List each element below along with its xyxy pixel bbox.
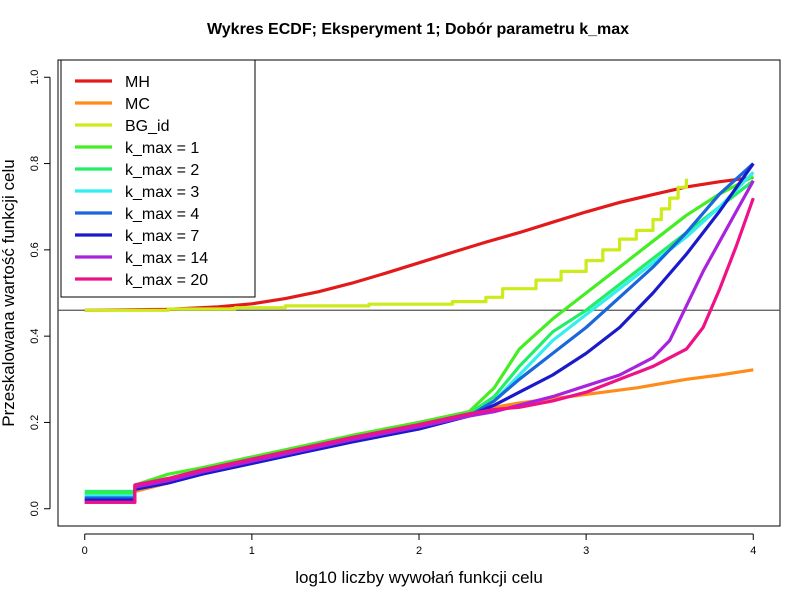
x-axis-title: log10 liczby wywołań funkcji celu bbox=[295, 568, 543, 587]
y-axis: 0.0 0.2 0.4 0.6 0.8 1.0 bbox=[29, 70, 51, 516]
x-tick-label-2: 2 bbox=[416, 545, 422, 557]
plot-frame bbox=[57, 59, 781, 527]
legend-label-8: k_max = 14 bbox=[125, 250, 208, 267]
x-axis: 0 1 2 3 4 bbox=[82, 533, 756, 557]
series-line-1 bbox=[84, 368, 754, 502]
series-line-9 bbox=[84, 197, 755, 504]
x-tick-label-4: 4 bbox=[750, 545, 756, 557]
legend: MH MC BG_id k_max = 1 k_max = 2 k_max = 3 k_ma… bbox=[60, 59, 256, 298]
y-tick-label-0: 0.0 bbox=[29, 501, 41, 516]
x-tick-label-3: 3 bbox=[583, 545, 589, 557]
series-line-2 bbox=[84, 178, 688, 312]
legend-label-2: BG_id bbox=[125, 118, 169, 135]
legend-label-6: k_max = 4 bbox=[125, 206, 199, 223]
legend-label-1: MC bbox=[125, 96, 150, 113]
legend-label-3: k_max = 1 bbox=[125, 140, 199, 157]
legend-label-5: k_max = 3 bbox=[125, 184, 199, 201]
legend-label-4: k_max = 2 bbox=[125, 162, 199, 179]
x-tick-label-1: 1 bbox=[249, 545, 255, 557]
legend-label-0: MH bbox=[125, 74, 150, 91]
series-layer bbox=[84, 162, 755, 504]
y-tick-label-1: 0.2 bbox=[29, 415, 41, 430]
series-line-0 bbox=[84, 175, 754, 312]
legend-label-7: k_max = 7 bbox=[125, 228, 199, 245]
y-tick-label-4: 0.8 bbox=[29, 156, 41, 171]
legend-label-9: k_max = 20 bbox=[125, 272, 208, 289]
series-line-3 bbox=[84, 175, 755, 496]
x-tick-label-0: 0 bbox=[82, 545, 88, 557]
y-tick-label-3: 0.6 bbox=[29, 242, 41, 257]
y-axis-title: Przeskalowana wartość funkcji celu bbox=[0, 159, 18, 426]
chart-title: Wykres ECDF; Eksperyment 1; Dobór parame… bbox=[207, 21, 629, 38]
y-tick-label-2: 0.4 bbox=[29, 328, 41, 343]
y-tick-label-5: 1.0 bbox=[29, 70, 41, 85]
